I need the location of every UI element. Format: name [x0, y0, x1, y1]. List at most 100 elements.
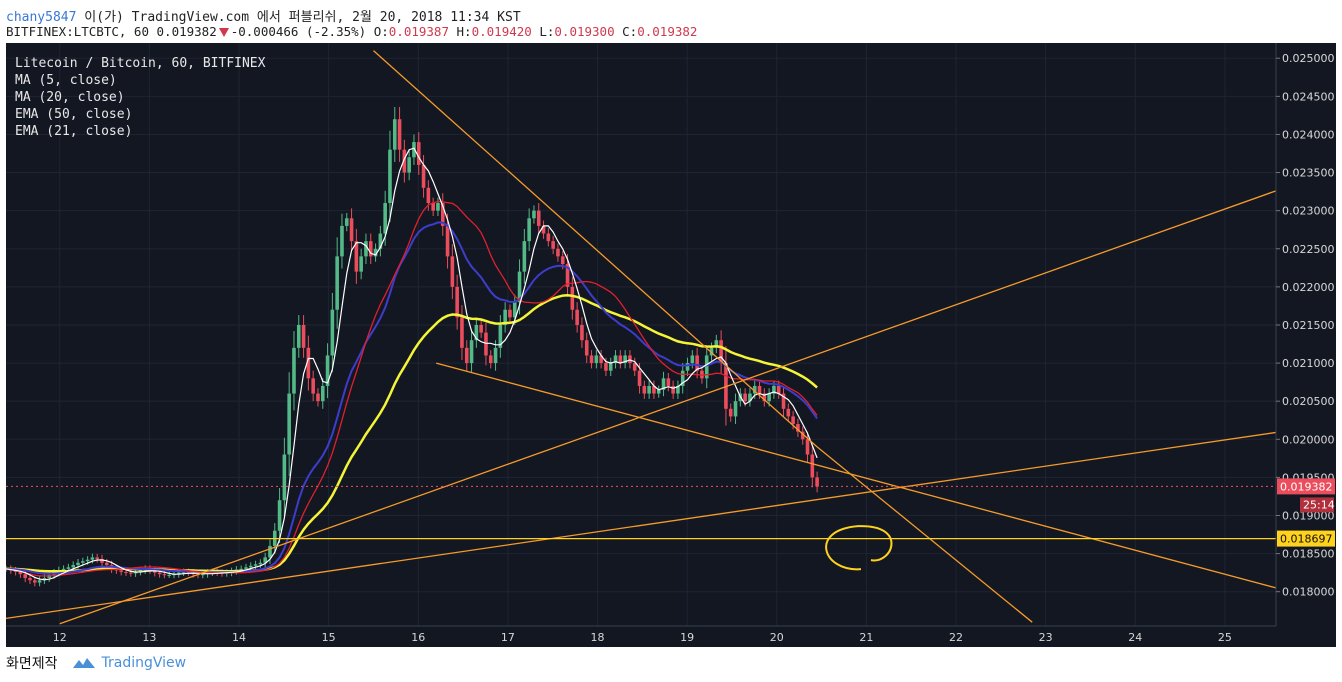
time-tick-label: 12 [53, 631, 67, 644]
candle-body [311, 378, 315, 394]
candle-body [671, 385, 675, 394]
candle-body [652, 385, 656, 394]
candle-body [263, 557, 267, 563]
publish-info: chany5847 이(가) TradingView.com 에서 퍼블리쉬, … [6, 6, 521, 25]
candle-body [781, 393, 786, 409]
candle-body [335, 256, 339, 310]
candle-body [580, 324, 584, 341]
down-arrow-icon [218, 28, 229, 37]
price-tick-label: 0.024000 [1282, 128, 1335, 141]
trendline [6, 431, 1277, 620]
candle-body [301, 324, 306, 348]
price-tick-label: 0.022500 [1282, 243, 1335, 256]
legend-ema21[interactable]: EMA (21, close) [15, 124, 133, 139]
candle-body [733, 401, 738, 417]
countdown-label: 25:14 [1303, 498, 1335, 511]
price-tick-label: 0.021500 [1282, 319, 1335, 332]
candle-body [296, 324, 301, 348]
candle-body [484, 332, 488, 356]
time-tick-label: 25 [1218, 631, 1232, 644]
candle-body [364, 241, 368, 257]
candle-body [440, 203, 445, 226]
candle-body [776, 385, 781, 394]
candle-body [786, 408, 791, 417]
candle-body [532, 210, 536, 219]
author-link[interactable]: chany5847 [6, 10, 77, 25]
time-axis[interactable]: 12 13 14 15 16 17 18 19 20 21 22 23 24 25 [6, 625, 1276, 644]
time-tick-label: 15 [322, 631, 336, 644]
candle-body [584, 340, 589, 356]
candle-body [18, 571, 23, 575]
candle-body [666, 378, 671, 386]
candle-body [743, 393, 747, 402]
price-tick-label: 0.025000 [1282, 52, 1335, 65]
time-tick-label: 21 [859, 631, 873, 644]
candle-body [416, 142, 421, 165]
candle-body [800, 431, 805, 440]
candle-body [124, 571, 128, 573]
price-tick-label: 0.019000 [1282, 509, 1335, 522]
price-tick-label: 0.023500 [1282, 167, 1335, 180]
close-value: 0.019382 [637, 24, 698, 39]
candle-body [306, 347, 311, 379]
publish-text: 이(가) TradingView.com 에서 퍼블리쉬, 2월 20, 201… [76, 10, 521, 25]
price-tick-label: 0.023000 [1282, 205, 1335, 218]
candle-body [320, 385, 325, 402]
candle-body [426, 187, 431, 204]
candle-body [767, 393, 771, 402]
candle-body [680, 370, 685, 386]
legend-ema50[interactable]: EMA (50, close) [15, 107, 133, 122]
current-price-label: 0.019382 [1280, 480, 1333, 493]
chart-background [6, 43, 1336, 647]
tradingview-brand[interactable]: TradingView [72, 655, 186, 671]
legend-ma20[interactable]: MA (20, close) [15, 90, 125, 105]
legend-ma5[interactable]: MA (5, close) [15, 73, 117, 88]
time-tick-label: 17 [501, 631, 515, 644]
candle-body [354, 241, 359, 272]
candle-body [42, 577, 47, 581]
candle-body [378, 233, 383, 249]
candle-body [344, 218, 349, 226]
candle-body [551, 241, 555, 249]
candle-body [431, 203, 435, 211]
candle-body [28, 577, 32, 581]
candle-body [791, 416, 795, 425]
candle-body [642, 385, 647, 394]
low-label: L: [539, 24, 555, 39]
candle-body [522, 241, 527, 272]
price-tick-label: 0.018000 [1282, 586, 1335, 599]
close-label: C: [622, 24, 638, 39]
candle-body [268, 545, 272, 558]
price-tick-label: 0.022000 [1282, 281, 1335, 294]
symbol-line: BITFINEX:LTCBTC, 60 0.019382 [6, 24, 217, 39]
candle-body [498, 324, 503, 348]
support-price-tag [1277, 530, 1335, 547]
candle-body [565, 264, 570, 287]
legend-title: Litecoin / Bitcoin, 60, BITFINEX [15, 56, 266, 71]
price-axis[interactable]: 0.025000 0.024500 0.024000 0.023500 0.023000… [1275, 43, 1335, 626]
candle-body [13, 570, 18, 572]
candle-body [608, 363, 613, 371]
candle-body [560, 256, 565, 265]
price-chart[interactable]: 0.025000 0.024500 0.024000 0.023500 0.023000… [6, 43, 1336, 647]
countdown-tag [1300, 497, 1334, 513]
time-tick-label: 23 [1039, 631, 1053, 644]
candle-body [133, 571, 138, 574]
candle-body [128, 572, 133, 574]
candle-body [647, 385, 651, 394]
low-value: 0.019300 [554, 24, 615, 39]
candle-body [282, 454, 287, 501]
candle-body [325, 355, 330, 386]
candle-body [508, 309, 512, 318]
candle-body [479, 324, 483, 333]
indicators [6, 147, 818, 581]
open-label: O: [373, 24, 389, 39]
candle-body [575, 309, 579, 325]
candle-body [373, 248, 378, 257]
candle-body [796, 424, 800, 432]
candle-body [32, 580, 37, 583]
time-tick-label: 18 [591, 631, 605, 644]
support-price-label: 0.018697 [1280, 533, 1333, 546]
footer-label: 화면제작 [6, 656, 58, 672]
footer: 화면제작 TradingView [6, 652, 186, 674]
